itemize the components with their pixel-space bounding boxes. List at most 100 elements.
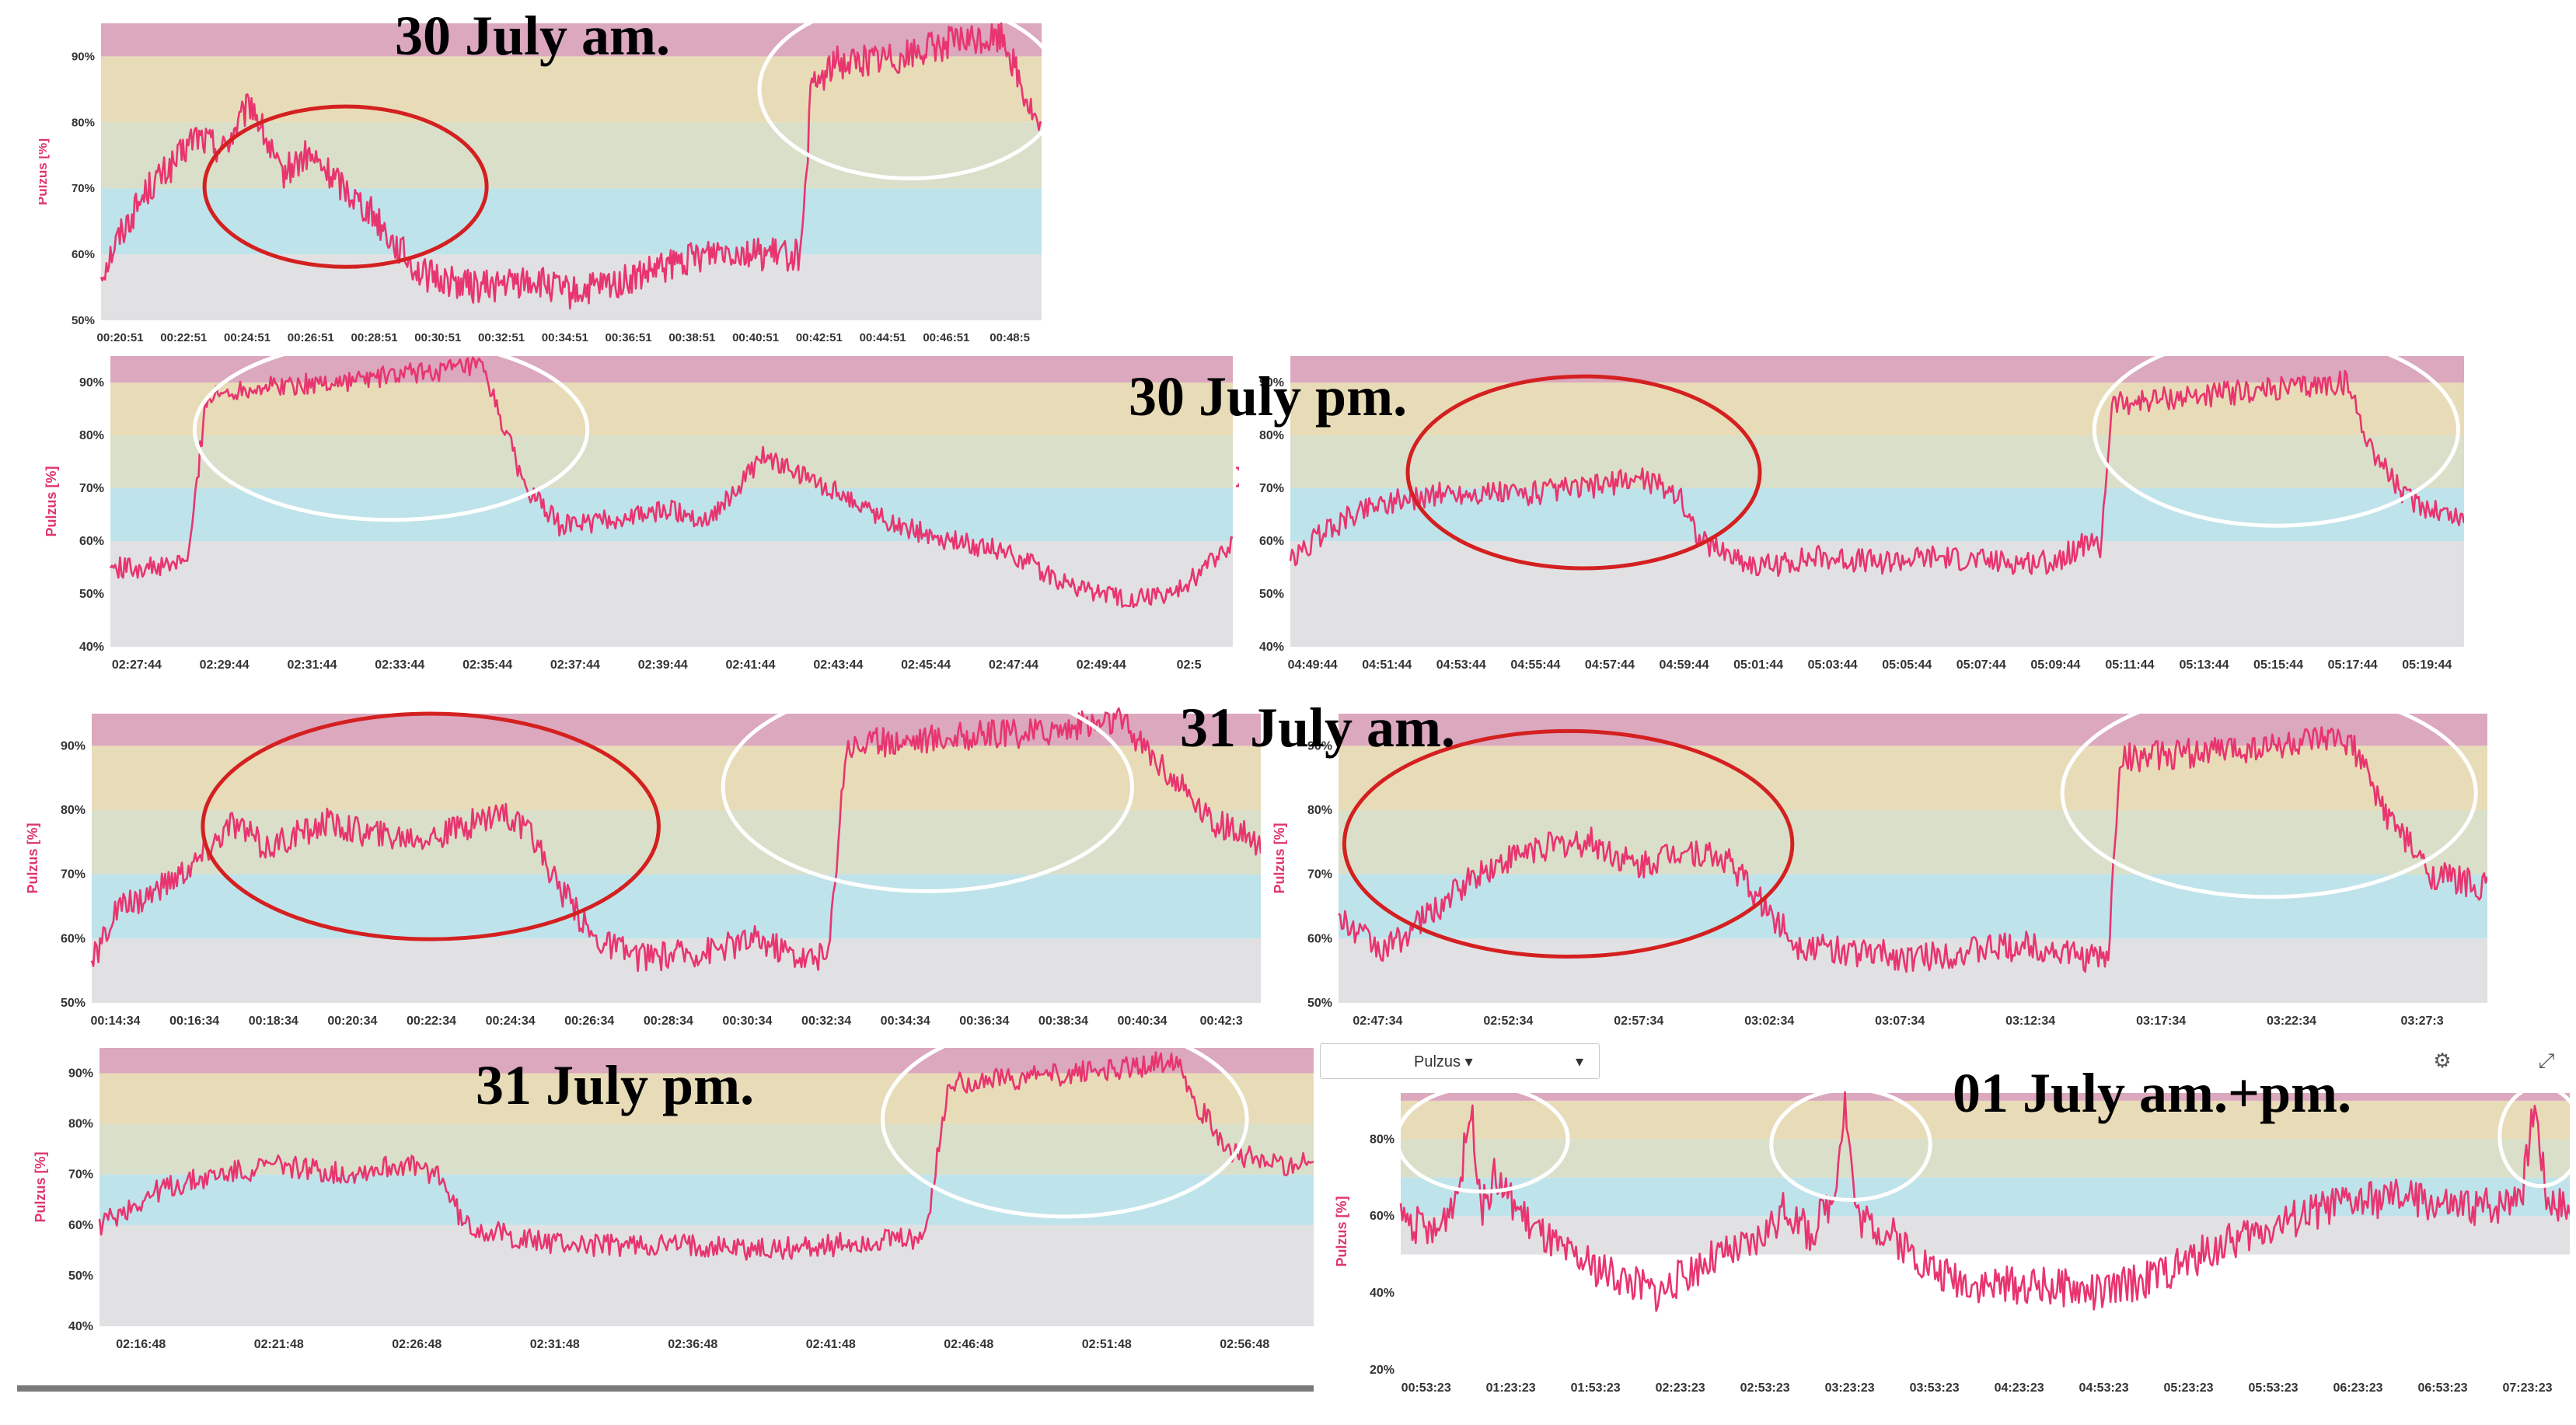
x-tick-label: 00:30:51 <box>414 331 461 342</box>
y-tick-label: 80% <box>72 116 95 129</box>
y-tick-label: 50% <box>1259 588 1284 601</box>
x-tick-label: 03:27:3 <box>2400 1015 2443 1028</box>
white-highlight-ellipse <box>2060 706 2478 899</box>
x-tick-label: 00:42:3 <box>1200 1015 1243 1028</box>
series-line <box>1338 726 2487 973</box>
x-tick-label: 00:22:51 <box>160 331 207 342</box>
x-tick-label: 02:41:48 <box>806 1338 856 1351</box>
x-tick-label: 03:02:34 <box>1744 1015 1794 1028</box>
red-highlight-ellipse <box>202 104 489 269</box>
x-tick-label: 00:22:34 <box>407 1015 456 1028</box>
white-highlight-ellipse <box>721 706 1134 893</box>
x-tick-label: 05:23:23 <box>2164 1381 2214 1395</box>
series-line <box>90 707 1261 973</box>
x-tick-label: 02:51:48 <box>1082 1338 1132 1351</box>
y-tick-label: 70% <box>1307 868 1332 882</box>
zone-band <box>110 488 1233 541</box>
line-chart-30-july-pm-right: 40% 50% 60% 70% 80% 90% Pulzus [%] 04:49:44 04:5… <box>1236 348 2464 672</box>
y-tick-label: 80% <box>1370 1133 1394 1146</box>
x-tick-label: 04:55:44 <box>1510 658 1560 672</box>
zone-band <box>1339 874 2487 939</box>
x-tick-label: 02:56:48 <box>1220 1338 1269 1351</box>
x-tick-label: 00:28:34 <box>644 1015 693 1028</box>
x-tick-label: 00:38:51 <box>668 331 715 342</box>
gear-icon[interactable]: ⚙ <box>2433 1049 2452 1072</box>
chart-panel-30-july-am: 50% 60% 70% 80% 90% Pulzus [%] 00:20:51 00:22:5… <box>39 12 1042 342</box>
white-highlight-ellipse <box>1769 1087 1932 1202</box>
y-axis-label: Pulzus [%] <box>39 138 50 205</box>
x-tick-label: 02:41:44 <box>726 658 776 672</box>
x-tick-label: 02:45:44 <box>901 658 951 672</box>
zone-band <box>1290 356 2464 382</box>
x-tick-label: 02:31:48 <box>530 1338 580 1351</box>
x-tick-label: 04:53:23 <box>2079 1381 2129 1395</box>
y-axis-label: Pulzus [%] <box>25 823 40 893</box>
x-tick-label: 02:37:44 <box>550 658 600 672</box>
line-chart-31-july-am-right: 50% 60% 70% 80% 90% Pulzus [%] 02:47:34 02:52:3… <box>1272 706 2487 1028</box>
x-tick-label: 04:57:44 <box>1585 658 1635 672</box>
x-tick-label: 02:53:23 <box>1740 1381 1790 1395</box>
y-tick-label: 40% <box>1370 1287 1394 1300</box>
x-tick-label: 00:18:34 <box>249 1015 298 1028</box>
zone-band <box>1401 1093 2570 1101</box>
x-tick-label: 06:23:23 <box>2333 1381 2383 1395</box>
red-highlight-ellipse <box>201 711 661 941</box>
y-axis-label: Pulzus [%] <box>1236 466 1239 536</box>
bottom-divider <box>17 1385 1314 1392</box>
zone-band <box>1401 1139 2570 1178</box>
y-tick-label: 90% <box>1259 376 1284 389</box>
x-tick-label: 02:47:34 <box>1353 1015 1402 1028</box>
white-highlight-ellipse <box>881 1039 1249 1219</box>
y-tick-label: 80% <box>1307 804 1332 817</box>
zone-band <box>99 1123 1314 1175</box>
zone-band <box>1290 488 2464 541</box>
x-tick-label: 00:36:51 <box>606 331 652 342</box>
line-chart-30-july-pm-left: 40% 50% 60% 70% 80% 90% Pulzus [%] 02:27:44 02:2… <box>44 348 1233 672</box>
white-highlight-ellipse <box>2092 348 2460 528</box>
x-tick-label: 02:49:44 <box>1077 658 1126 672</box>
x-tick-label: 02:27:44 <box>112 658 162 672</box>
chevron-down-icon: ▾ <box>1575 1053 1583 1070</box>
x-tick-label: 00:20:51 <box>97 331 144 342</box>
x-tick-label: 02:16:48 <box>116 1338 166 1351</box>
x-tick-label: 04:23:23 <box>1995 1381 2044 1395</box>
x-tick-label: 02:47:44 <box>989 658 1038 672</box>
series-line <box>109 356 1233 609</box>
zone-band <box>1401 1100 2570 1140</box>
y-tick-label: 60% <box>1259 535 1284 548</box>
zone-band <box>99 1224 1314 1326</box>
y-tick-label: 60% <box>79 535 104 548</box>
x-tick-label: 00:44:51 <box>860 331 906 342</box>
line-chart-01-july: 20% 40% 60% 80% Pulzus [%] 00:53:23 01:23:23 01… <box>1334 1084 2570 1395</box>
x-tick-label: 00:28:51 <box>351 331 398 342</box>
x-tick-label: 04:51:44 <box>1362 658 1412 672</box>
x-tick-label: 00:24:34 <box>486 1015 536 1028</box>
series-line <box>1399 1091 2570 1312</box>
x-tick-label: 02:26:48 <box>392 1338 442 1351</box>
x-tick-label: 04:53:44 <box>1436 658 1486 672</box>
y-tick-label: 80% <box>79 429 104 442</box>
y-axis-label: Pulzus [%] <box>44 466 59 536</box>
x-tick-label: 00:36:34 <box>959 1015 1009 1028</box>
y-tick-label: 40% <box>68 1320 93 1333</box>
y-tick-label: 60% <box>1307 932 1332 945</box>
zone-band <box>101 254 1042 320</box>
x-tick-label: 00:30:34 <box>722 1015 772 1028</box>
y-tick-label: 90% <box>61 739 86 753</box>
x-tick-label: 02:39:44 <box>638 658 688 672</box>
zone-band <box>101 188 1042 255</box>
x-tick-label: 00:48:5 <box>990 331 1030 342</box>
title-30-july-pm: 30 July pm. <box>1129 365 1408 428</box>
chart-panel-31-july-am-right: 50% 60% 70% 80% 90% Pulzus [%] 02:47:34 02:52:3… <box>1264 706 2487 1036</box>
y-tick-label: 50% <box>1307 997 1332 1010</box>
zone-band <box>1290 541 2464 647</box>
series-line <box>1289 369 2464 578</box>
x-tick-label: 05:09:44 <box>2030 658 2080 672</box>
zone-band <box>99 1073 1314 1124</box>
metric-dropdown[interactable]: Pulzus ▾ ▾ <box>1320 1043 1600 1079</box>
x-tick-label: 02:36:48 <box>668 1338 717 1351</box>
expand-icon[interactable]: ⤢ <box>2538 1049 2555 1072</box>
y-tick-label: 60% <box>72 248 95 261</box>
series-line <box>98 1051 1314 1261</box>
y-tick-label: 50% <box>68 1270 93 1283</box>
